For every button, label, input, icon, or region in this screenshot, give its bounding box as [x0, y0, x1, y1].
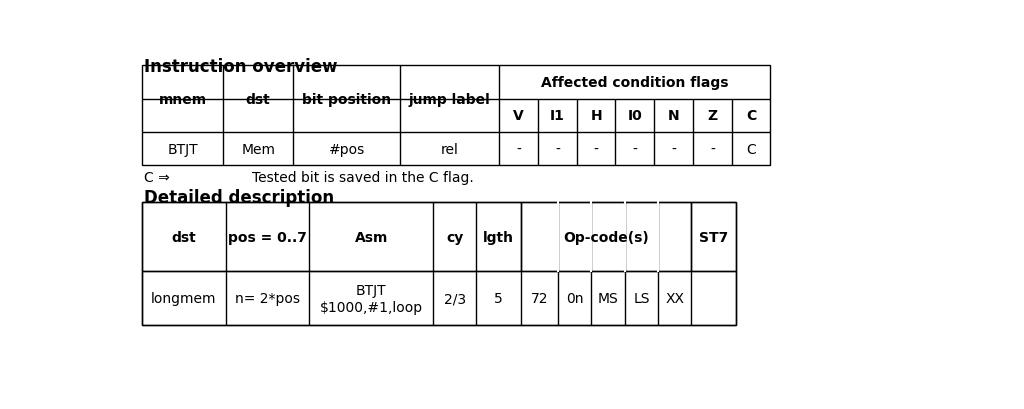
Text: longmem: longmem	[152, 292, 216, 306]
Text: -: -	[594, 142, 599, 156]
Text: Tested bit is saved in the C flag.: Tested bit is saved in the C flag.	[252, 171, 474, 184]
Text: Detailed description: Detailed description	[143, 189, 334, 207]
Text: Affected condition flags: Affected condition flags	[541, 76, 729, 90]
Text: lgth: lgth	[483, 230, 514, 244]
Text: mnem: mnem	[159, 92, 207, 106]
Text: $1000,#1,loop: $1000,#1,loop	[319, 300, 423, 314]
Text: n= 2*pos: n= 2*pos	[234, 292, 300, 306]
Text: XX: XX	[666, 292, 684, 306]
Text: -: -	[633, 142, 637, 156]
Bar	[142, 203, 736, 326]
Text: jump label: jump label	[409, 92, 490, 106]
Text: H: H	[590, 109, 602, 123]
Text: I1: I1	[550, 109, 565, 123]
Text: Mem: Mem	[242, 142, 275, 156]
Text: LS: LS	[633, 292, 649, 306]
Text: #pos: #pos	[329, 142, 365, 156]
Text: rel: rel	[440, 142, 459, 156]
Text: 5: 5	[494, 292, 503, 306]
Text: I0: I0	[628, 109, 642, 123]
Text: Instruction overview: Instruction overview	[143, 58, 337, 76]
Bar	[142, 66, 770, 166]
Text: V: V	[513, 109, 524, 123]
Text: cy: cy	[446, 230, 463, 244]
Text: -: -	[710, 142, 715, 156]
Text: 2/3: 2/3	[443, 292, 466, 306]
Text: -: -	[516, 142, 521, 156]
Text: 0n: 0n	[566, 292, 584, 306]
Text: ST7: ST7	[699, 230, 728, 244]
Text: BTJT: BTJT	[356, 283, 387, 297]
Text: MS: MS	[598, 292, 618, 306]
Text: bit position: bit position	[302, 92, 391, 106]
Text: BTJT: BTJT	[167, 142, 198, 156]
Text: pos = 0..7: pos = 0..7	[228, 230, 307, 244]
Text: C: C	[746, 142, 756, 156]
Text: 72: 72	[530, 292, 548, 306]
Text: C: C	[745, 109, 757, 123]
Text: Op-code(s): Op-code(s)	[563, 230, 649, 244]
Text: -: -	[555, 142, 560, 156]
Text: Asm: Asm	[354, 230, 388, 244]
Text: dst: dst	[171, 230, 197, 244]
Text: dst: dst	[246, 92, 270, 106]
Text: Z: Z	[708, 109, 718, 123]
Text: N: N	[668, 109, 679, 123]
Text: -: -	[671, 142, 676, 156]
Text: C ⇒: C ⇒	[143, 171, 169, 184]
